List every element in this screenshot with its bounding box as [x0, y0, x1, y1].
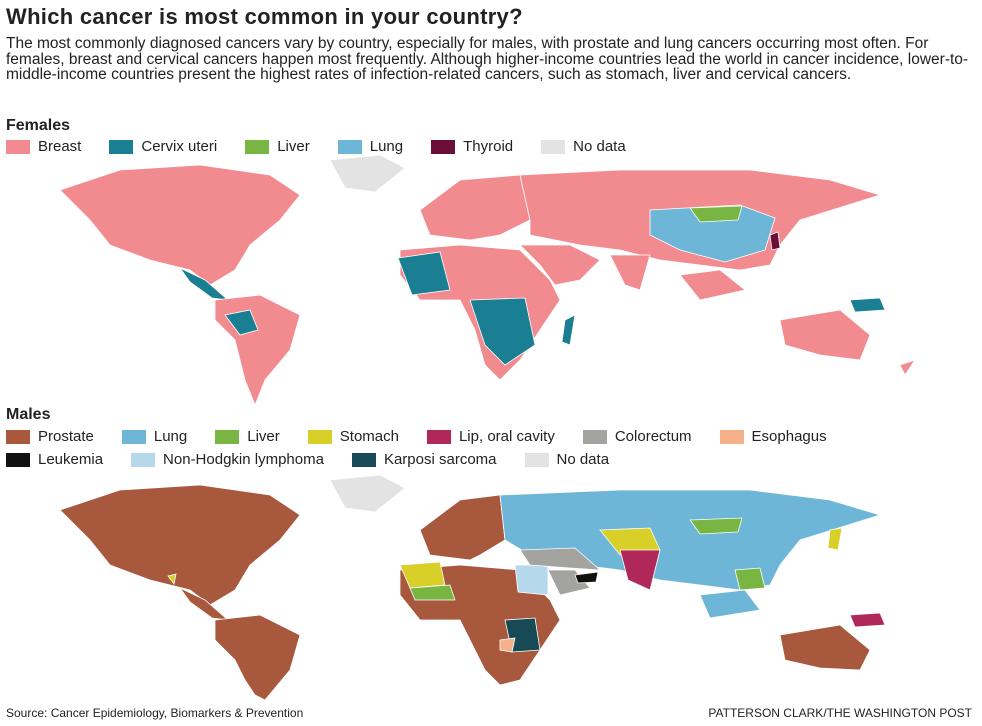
legend-label: Karposi sarcoma — [383, 451, 497, 468]
legend-item: Thyroid — [431, 138, 513, 155]
legend-swatch — [131, 452, 156, 467]
legend-label: Liver — [247, 428, 280, 445]
legend-label: No data — [556, 451, 610, 468]
legend-swatch — [215, 429, 240, 444]
legend-swatch — [307, 429, 332, 444]
legend-label: Non-Hodgkin lymphoma — [163, 451, 324, 468]
legend-label: Leukemia — [38, 451, 104, 468]
legend-item: Lung — [121, 428, 188, 445]
legend-label: Liver — [277, 138, 310, 155]
legend-item: Karposi sarcoma — [351, 451, 497, 468]
description: The most commonly diagnosed cancers vary… — [6, 35, 969, 83]
legend-label: Lung — [369, 138, 404, 155]
legend-label: Breast — [38, 138, 82, 155]
legend-swatch — [582, 429, 607, 444]
females-heading: Females — [6, 117, 71, 134]
legend-item: Liver — [245, 138, 310, 155]
legend-swatch — [351, 452, 376, 467]
legend-label: Stomach — [339, 428, 399, 445]
legend-swatch — [245, 139, 270, 154]
legend-swatch — [524, 452, 549, 467]
legend-item: Cervix uteri — [109, 138, 217, 155]
legend-item: Stomach — [307, 428, 399, 445]
legend-item: Non-Hodgkin lymphoma — [131, 451, 324, 468]
legend-swatch — [6, 139, 30, 154]
legend-label: Lung — [153, 428, 188, 445]
legend-label: No data — [573, 138, 626, 155]
legend-swatch — [121, 429, 146, 444]
legend-swatch — [109, 139, 134, 154]
legend-label: Esophagus — [751, 428, 827, 445]
legend-swatch — [337, 139, 362, 154]
males-heading: Males — [6, 406, 51, 423]
legend-swatch — [719, 429, 744, 444]
legend-label: Thyroid — [463, 138, 514, 155]
legend-swatch — [431, 139, 456, 154]
source: Source: Cancer Epidemiology, Biomarkers … — [6, 706, 304, 720]
legend-item: Esophagus — [719, 428, 827, 445]
legend-item: Lung — [337, 138, 404, 155]
males-map — [59, 474, 886, 701]
females-legend: Breast Cervix uteri Liver Lung Thyroid No dat… — [6, 138, 976, 155]
title: Which cancer is most common in your coun… — [6, 4, 523, 29]
legend-item: Colorectum — [582, 428, 692, 445]
females-map — [59, 154, 916, 407]
legend-item: Liver — [215, 428, 280, 445]
males-legend: Prostate Lung Liver Stomach Lip, oral cavity… — [6, 428, 976, 468]
legend-swatch — [426, 429, 451, 444]
legend-label: Prostate — [38, 428, 94, 445]
legend-item: No data — [524, 451, 610, 468]
legend-swatch — [541, 139, 566, 154]
legend-item: No data — [541, 138, 626, 155]
legend-item: Prostate — [6, 428, 94, 445]
legend-item: Breast — [6, 138, 81, 155]
legend-swatch — [6, 429, 30, 444]
legend-label: Cervix uteri — [141, 138, 218, 155]
legend-label: Lip, oral cavity — [458, 428, 555, 445]
legend-label: Colorectum — [614, 428, 692, 445]
legend-item: Leukemia — [6, 451, 103, 468]
credit: PATTERSON CLARK/THE WASHINGTON POST — [708, 706, 972, 720]
legend-swatch — [6, 452, 30, 467]
legend-item: Lip, oral cavity — [426, 428, 555, 445]
